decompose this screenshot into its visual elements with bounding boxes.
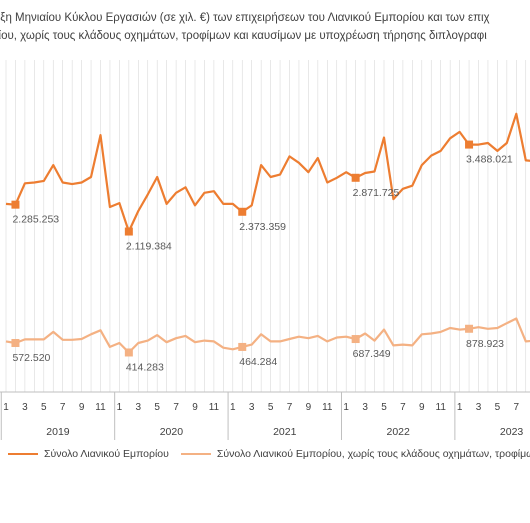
data-markers [11,140,474,357]
x-tick-label: 5 [495,402,501,413]
data-label: 3.488.021 [466,154,513,166]
data-label: 2.285.253 [12,214,59,226]
data-label: 2.119.384 [126,241,172,253]
x-tick-label: 1 [457,402,463,413]
chart-title-line-2: ρίου, χωρίς τους κλάδους οχημάτων, τροφί… [0,30,487,42]
x-tick-label: 9 [192,402,198,413]
x-tick-label: 7 [514,402,520,413]
x-tick-label: 5 [268,402,274,413]
x-tick-label: 1 [3,402,9,413]
data-marker [11,200,20,209]
x-tick-label: 1 [117,402,123,413]
series-lines [5,112,530,354]
legend-swatch-excl [180,453,211,455]
data-marker [351,173,360,182]
data-labels: 2.285.253 2.119.384 2.373.359 2.871.725 3.48… [12,154,512,374]
legend: Σύνολο Λιανικού Εμπορίου Σύνολο Λιανικού… [0,448,530,460]
x-year-label: 2020 [160,426,184,438]
x-tick-label: 7 [400,402,406,413]
x-tick-label: 11 [209,402,220,413]
legend-label-excl: Σύνολο Λιανικού Εμπορίου, χωρίς τους κλά… [216,448,530,460]
x-year-label: 2019 [46,426,70,438]
data-marker [238,207,247,216]
x-tick-label: 11 [322,402,333,413]
series-line-1 [5,112,530,233]
chart-title-line-1: λιξη Μηνιαίου Κύκλου Εργασιών (σε χιλ. €… [0,12,490,24]
data-label: 572.520 [12,352,50,364]
x-tick-label: 5 [41,402,47,413]
data-marker [11,338,20,347]
data-label: 687.349 [353,348,391,360]
x-tick-label: 3 [249,402,255,413]
x-tick-label: 9 [306,402,312,413]
series-line-2 [5,317,530,354]
gridlines [0,60,530,393]
x-tick-label: 9 [79,402,85,413]
x-tick-label: 11 [436,402,447,413]
x-tick-label: 5 [154,402,160,413]
x-tick-label: 1 [343,402,349,413]
x-tick-label: 5 [381,402,387,413]
x-year-label: 2022 [386,426,410,438]
data-marker [238,342,247,351]
legend-swatch-total [8,453,38,455]
legend-label-total: Σύνολο Λιανικού Εμπορίου [44,448,169,460]
x-tick-label: 7 [287,402,293,413]
data-label: 464.284 [239,356,277,368]
data-label: 878.923 [466,338,504,350]
data-marker [124,348,133,357]
data-marker [351,335,360,344]
data-marker [124,227,133,236]
x-tick-label: 3 [22,402,28,413]
x-year-label: 2021 [273,426,297,438]
x-tick-label: 9 [419,402,425,413]
data-label: 2.871.725 [353,187,400,199]
x-tick-label: 3 [476,402,482,413]
x-year-label: 2023 [500,426,524,438]
data-marker [465,324,474,333]
x-tick-label: 7 [60,402,66,413]
x-tick-label: 3 [362,402,368,413]
x-tick-label: 7 [173,402,179,413]
data-label: 414.283 [126,361,164,373]
x-tick-label: 1 [230,402,236,413]
data-label: 2.373.359 [239,221,286,233]
data-marker [465,140,474,149]
x-tick-label: 11 [95,402,106,413]
x-tick-label: 3 [136,402,142,413]
